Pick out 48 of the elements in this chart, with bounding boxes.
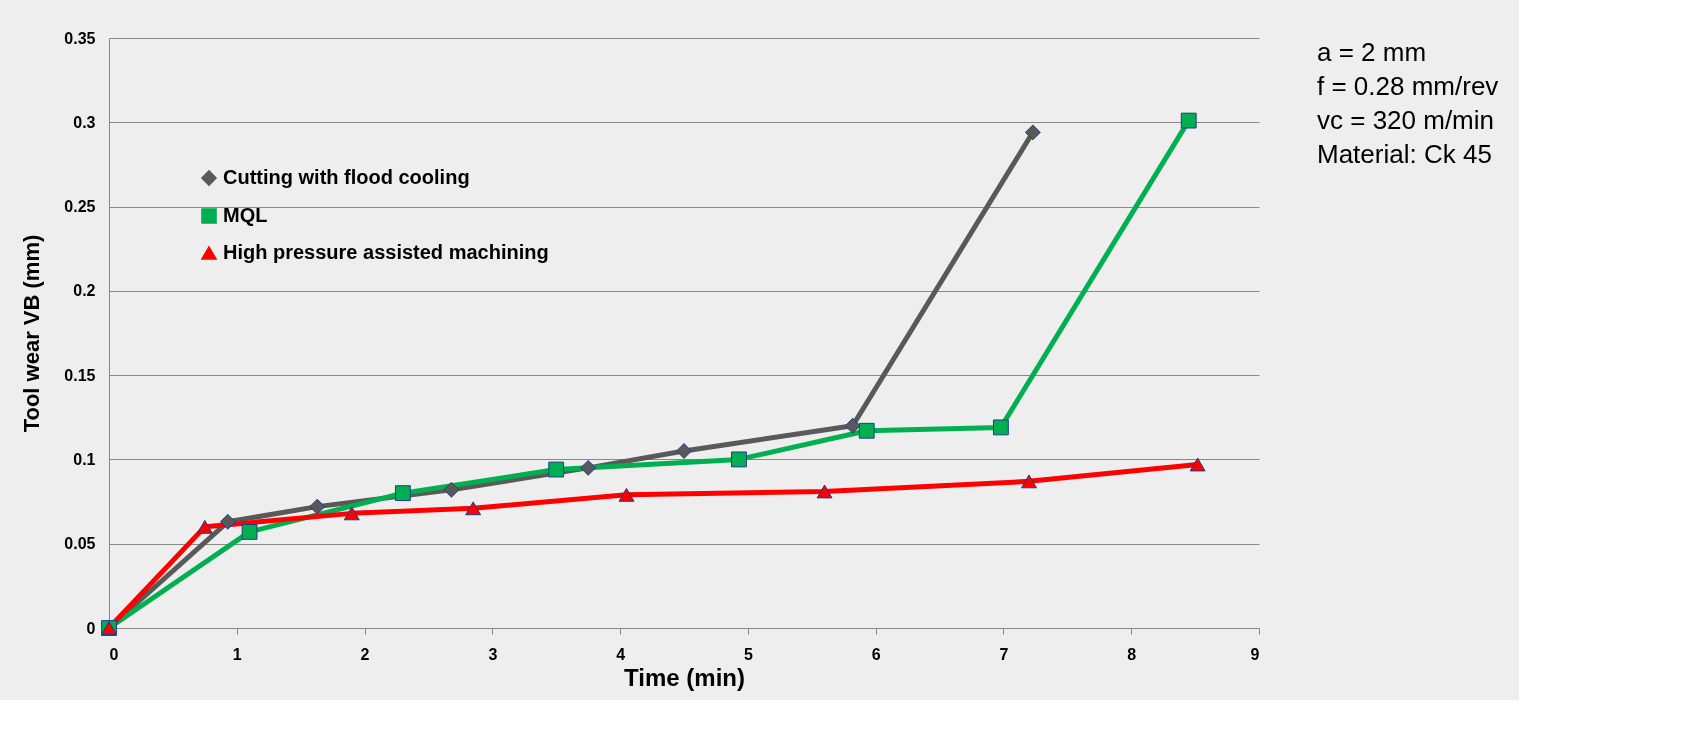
y-tick-label: 0	[86, 619, 96, 637]
legend-label: Cutting with flood cooling	[223, 166, 470, 188]
point	[241, 524, 258, 540]
y-tick-label: 0.3	[73, 113, 96, 131]
point	[443, 481, 460, 498]
point	[618, 487, 635, 502]
point	[394, 485, 411, 502]
point	[548, 461, 565, 478]
x-tick-label: 9	[1250, 645, 1260, 663]
point	[731, 451, 747, 468]
x-tick-label: 7	[999, 645, 1009, 663]
point	[465, 501, 482, 516]
y-tick-label: 0.25	[64, 198, 96, 216]
point	[219, 513, 236, 530]
legend-label: High pressure assisted machining	[223, 241, 549, 263]
text: a = 2 mm	[1317, 37, 1427, 67]
text: f = 0.28 mm/rev	[1317, 71, 1499, 101]
y-tick-label: 0.1	[73, 450, 96, 468]
point	[196, 519, 213, 534]
x-tick-label: 4	[616, 645, 626, 663]
x-axis-title: Time (min)	[624, 663, 745, 691]
x-tick-label: 8	[1127, 645, 1137, 663]
text: vc = 320 m/min	[1317, 105, 1495, 135]
point	[1021, 474, 1037, 489]
point	[1024, 124, 1041, 141]
x-tick-label: 3	[488, 645, 498, 663]
point	[343, 506, 360, 521]
point	[309, 498, 326, 515]
y-tick-label: 0.2	[73, 282, 96, 300]
text: Material: Ck 45	[1317, 139, 1492, 169]
y-tick-label: 0.35	[64, 29, 96, 47]
point	[992, 419, 1009, 436]
point	[676, 443, 692, 459]
y-tick-label: 0.15	[64, 366, 96, 384]
point	[1180, 112, 1197, 129]
x-tick-label: 2	[360, 645, 370, 663]
x-tick-label: 0	[109, 645, 119, 663]
x-tick-label: 6	[871, 645, 881, 663]
legend-label: MQL	[223, 204, 268, 226]
point	[1189, 457, 1206, 472]
point	[580, 459, 597, 476]
y-tick-label: 0.05	[64, 535, 96, 553]
x-tick-label: 5	[743, 645, 753, 663]
point	[816, 484, 833, 499]
y-axis-title: Tool wear VB (mm)	[19, 234, 45, 433]
point	[858, 422, 875, 439]
x-tick-label: 1	[232, 645, 242, 663]
point	[844, 417, 861, 434]
